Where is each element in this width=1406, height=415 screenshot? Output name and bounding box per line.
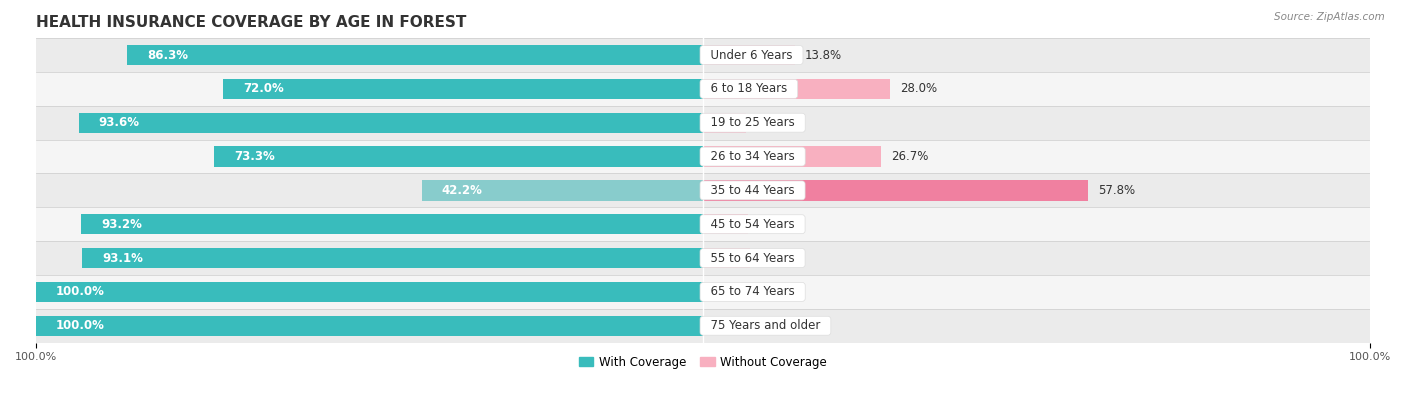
Text: 100.0%: 100.0% — [56, 319, 105, 332]
Text: 93.1%: 93.1% — [103, 251, 143, 264]
Text: 65 to 74 Years: 65 to 74 Years — [703, 286, 803, 298]
Text: 57.8%: 57.8% — [1098, 184, 1136, 197]
Legend: With Coverage, Without Coverage: With Coverage, Without Coverage — [574, 351, 832, 374]
Bar — [82, 248, 703, 268]
Text: 42.2%: 42.2% — [441, 184, 482, 197]
Bar — [37, 72, 1369, 106]
Text: Source: ZipAtlas.com: Source: ZipAtlas.com — [1274, 12, 1385, 22]
Bar — [37, 241, 1369, 275]
Text: 100.0%: 100.0% — [56, 286, 105, 298]
Text: 6.8%: 6.8% — [758, 218, 789, 231]
Text: 0.0%: 0.0% — [716, 319, 747, 332]
Text: HEALTH INSURANCE COVERAGE BY AGE IN FOREST: HEALTH INSURANCE COVERAGE BY AGE IN FORE… — [37, 15, 467, 30]
Text: 7.0%: 7.0% — [759, 251, 789, 264]
Bar — [422, 180, 703, 200]
Text: 0.0%: 0.0% — [716, 286, 747, 298]
Bar — [82, 214, 703, 234]
Bar — [703, 248, 749, 268]
Bar — [37, 208, 1369, 241]
Text: 26.7%: 26.7% — [891, 150, 928, 163]
Bar — [37, 309, 1369, 343]
Bar — [703, 79, 890, 99]
Text: 73.3%: 73.3% — [235, 150, 276, 163]
Bar — [128, 45, 703, 65]
Text: 26 to 34 Years: 26 to 34 Years — [703, 150, 803, 163]
Bar — [37, 173, 1369, 208]
Text: 35 to 44 Years: 35 to 44 Years — [703, 184, 803, 197]
Text: 55 to 64 Years: 55 to 64 Years — [703, 251, 803, 264]
Text: 86.3%: 86.3% — [148, 49, 188, 61]
Text: 93.2%: 93.2% — [101, 218, 142, 231]
Bar — [222, 79, 703, 99]
Bar — [37, 275, 1369, 309]
Text: 93.6%: 93.6% — [98, 116, 139, 129]
Bar — [37, 139, 1369, 173]
Bar — [79, 112, 703, 133]
Bar — [214, 146, 703, 167]
Text: 75 Years and older: 75 Years and older — [703, 319, 828, 332]
Bar — [703, 45, 794, 65]
Text: 28.0%: 28.0% — [900, 82, 936, 95]
Bar — [37, 106, 1369, 139]
Text: 45 to 54 Years: 45 to 54 Years — [703, 218, 803, 231]
Bar — [37, 282, 703, 302]
Text: 72.0%: 72.0% — [243, 82, 284, 95]
Text: Under 6 Years: Under 6 Years — [703, 49, 800, 61]
Bar — [37, 38, 1369, 72]
Bar — [37, 315, 703, 336]
Bar — [703, 180, 1088, 200]
Text: 6 to 18 Years: 6 to 18 Years — [703, 82, 794, 95]
Text: 19 to 25 Years: 19 to 25 Years — [703, 116, 803, 129]
Bar — [703, 146, 882, 167]
Text: 6.4%: 6.4% — [755, 116, 786, 129]
Text: 13.8%: 13.8% — [806, 49, 842, 61]
Bar — [703, 112, 745, 133]
Bar — [703, 214, 748, 234]
